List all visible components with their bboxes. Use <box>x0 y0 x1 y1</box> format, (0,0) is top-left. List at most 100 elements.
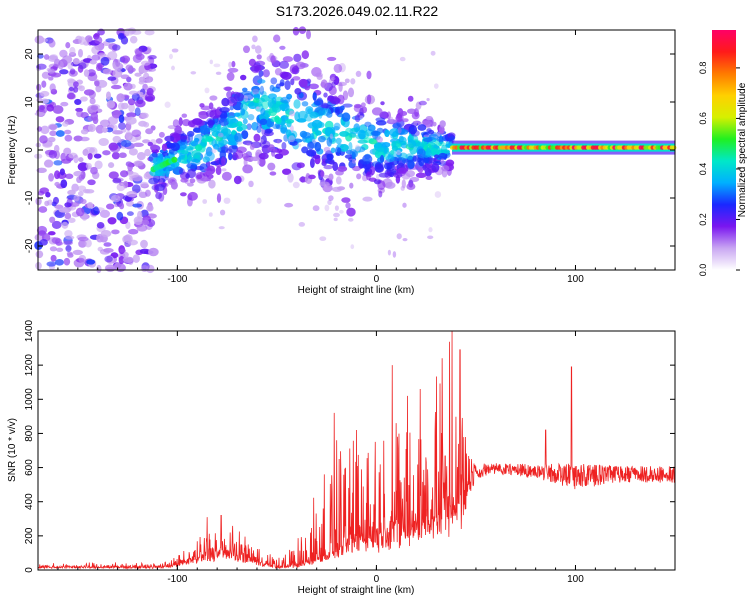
spectrogram-cell <box>140 112 149 119</box>
spectrogram-cell <box>288 135 296 143</box>
spectrogram-cell <box>94 160 103 170</box>
spectrogram-cell <box>208 212 213 217</box>
spectrogram-cell <box>211 148 217 154</box>
spectrogram-cell <box>341 112 351 122</box>
spectrogram-cell <box>241 152 249 160</box>
spectrogram-cell <box>339 130 350 137</box>
spectrogram-cell <box>279 82 285 87</box>
spectrogram-cell <box>353 104 364 113</box>
spectrogram-cell <box>296 162 305 169</box>
spectrogram-cell <box>315 72 323 78</box>
spectrogram-cell <box>221 156 226 167</box>
spectrogram-cell <box>72 58 80 65</box>
spectrogram-cell <box>279 60 290 69</box>
spectrogram-cell <box>396 233 402 240</box>
spectrogram-cell <box>301 131 312 140</box>
spectrogram-cell <box>336 186 346 191</box>
spectrogram-cell <box>127 162 133 172</box>
spectrogram-cell <box>262 69 270 78</box>
spectrogram-cell <box>45 191 51 198</box>
spectrogram-cell <box>293 53 302 63</box>
spectrogram-cell <box>409 176 420 182</box>
spectrogram-cell <box>145 95 154 102</box>
spectrogram-cell <box>320 79 328 89</box>
spectrogram-cell <box>63 147 72 156</box>
spectrogram-cell <box>319 181 330 187</box>
spectrogram-cell <box>440 158 444 165</box>
spectrogram-cell <box>213 63 221 68</box>
spectrogram-cell <box>56 247 64 252</box>
spectrogram-cell <box>412 155 417 162</box>
spectrogram-cell <box>78 174 85 181</box>
spectrogram-cell <box>219 106 230 113</box>
spectrogram-cell <box>178 117 183 127</box>
spectrogram-cell <box>234 132 242 143</box>
spectrogram-cell <box>36 225 48 235</box>
spectrogram-cell <box>246 142 251 146</box>
spectrogram-cell <box>401 158 409 164</box>
spectrogram-cell <box>272 123 281 130</box>
spectrogram-cell <box>221 97 230 107</box>
spectrogram-cell <box>140 264 149 273</box>
spectrogram-cell <box>364 121 372 127</box>
spectrogram-cell <box>438 125 445 134</box>
spectrogram-cell <box>101 127 108 133</box>
snr-x-tick-label: 0 <box>374 574 380 585</box>
spectrogram-cell <box>54 181 60 187</box>
snr-x-ticks: -100 0 100 <box>37 331 676 585</box>
spectrogram-cell <box>59 49 68 58</box>
spectrogram-cell <box>129 35 138 44</box>
spectrogram-cell <box>224 86 232 92</box>
snr-y-tick-label: 800 <box>24 425 35 442</box>
spectrogram-cell <box>126 211 134 216</box>
spectrogram-cell <box>309 158 315 169</box>
spectrogram-cell <box>216 193 222 203</box>
spectrogram-cell <box>148 247 159 257</box>
spectrogram-cell <box>273 148 278 153</box>
spectrogram-cell <box>422 137 433 143</box>
spectrogram-cell <box>407 108 417 114</box>
spectrogram-cell <box>326 56 337 61</box>
spectrogram-cell <box>190 140 199 147</box>
spectrogram-cell <box>357 129 366 140</box>
spectrogram-y-tick-label: -10 <box>24 190 35 205</box>
spectrogram-y-tick-label: -20 <box>24 238 35 253</box>
snr-x-axis-label: Height of straight line (km) <box>298 585 415 596</box>
spectrogram-cell <box>407 160 415 169</box>
spectrogram-cell <box>252 35 258 43</box>
spectrogram-cell <box>87 201 94 209</box>
snr-panel: -100 0 100 0 200 400 600 800 1000 1200 1400 Heigh… <box>7 319 676 596</box>
spectrogram-cell <box>143 121 150 128</box>
spectrogram-cell <box>439 120 446 128</box>
spectrogram-cell <box>411 111 420 120</box>
spectrogram-cell <box>170 142 180 152</box>
spectrogram-cell <box>124 195 132 202</box>
spectrogram-cell <box>95 124 105 134</box>
spectrogram-cell <box>219 209 226 216</box>
spectrogram-cell <box>35 83 42 91</box>
spectrogram-cell <box>231 60 236 68</box>
spectrogram-cell <box>379 154 385 164</box>
spectrogram-cell <box>337 165 348 172</box>
spectrogram-cell <box>392 251 397 258</box>
spectrogram-cell <box>316 121 325 128</box>
spectrogram-cell <box>122 256 134 263</box>
spectrogram-cell <box>330 147 336 154</box>
spectrogram-cell <box>100 56 110 66</box>
spectrogram-cell <box>229 105 234 111</box>
spectrogram-cell <box>144 78 152 84</box>
spectrogram-cell <box>134 48 143 57</box>
spectrogram-cell <box>218 226 225 230</box>
spectrogram-cell <box>359 115 364 120</box>
spectrogram-cell <box>39 135 48 144</box>
spectrogram-cell <box>64 202 72 208</box>
spectrogram-cell <box>247 114 255 121</box>
spectrogram-cell <box>49 83 56 92</box>
spectrogram-cell <box>270 55 276 64</box>
spectrogram-cell <box>233 92 245 102</box>
spectrogram-cell <box>142 139 151 144</box>
spectrogram-cell <box>434 191 442 198</box>
spectrogram-cell <box>243 95 249 102</box>
spectrogram-cell <box>102 150 111 156</box>
